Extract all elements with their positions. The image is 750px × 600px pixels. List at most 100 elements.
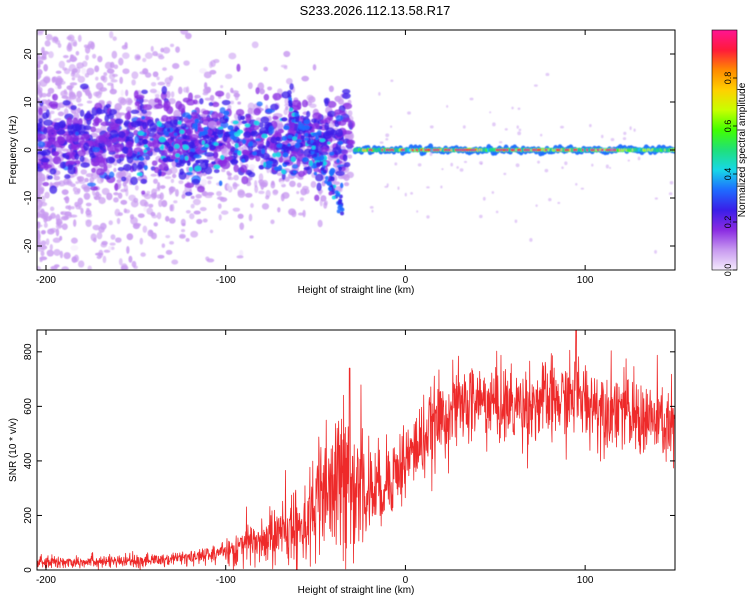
spectrogram-cell xyxy=(150,173,157,177)
spectrogram-cell xyxy=(336,158,340,164)
spectrogram-cell xyxy=(68,130,74,136)
spectrogram-cell xyxy=(317,219,323,228)
spectrogram-cell xyxy=(196,218,203,225)
spectrogram-cell xyxy=(199,98,204,105)
spectrogram-cell xyxy=(334,109,343,115)
spectrogram-cell xyxy=(312,132,319,137)
spectrogram-cell xyxy=(174,158,179,163)
spectrogram-cell xyxy=(90,171,99,180)
spectrogram-cell xyxy=(227,125,234,131)
spectrogram-cell xyxy=(213,142,219,146)
snr-x-ticks: -200 -100 0 100 xyxy=(36,330,594,586)
spectrogram-cell xyxy=(72,41,78,47)
spectrogram-cell xyxy=(304,132,309,137)
spectrogram-cell xyxy=(335,192,340,197)
spectrogram-cell xyxy=(517,131,522,136)
spectrogram-cell xyxy=(135,94,145,100)
spectrogram-cell xyxy=(591,163,594,167)
spectrogram-cell xyxy=(218,214,222,221)
spectrogram-cell xyxy=(77,197,84,206)
spectrogram-cell xyxy=(179,154,185,160)
spectrogram-cell xyxy=(289,127,296,135)
spectrogram-cell xyxy=(247,82,253,90)
spectrogram-cell xyxy=(272,92,282,101)
spectrogram-cell xyxy=(106,101,112,105)
spectrogram-y-tick-label: 0 xyxy=(23,147,34,153)
spectrogram-cell xyxy=(247,102,255,111)
spectrogram-cell xyxy=(302,108,307,112)
spectrogram-cell xyxy=(77,260,85,268)
spectrogram-cell xyxy=(283,161,290,165)
spectrogram-cell xyxy=(204,144,209,148)
spectrogram-cell xyxy=(557,201,561,205)
spectrogram-heatmap xyxy=(37,30,675,270)
spectrogram-cell xyxy=(134,100,141,107)
spectrogram-cell xyxy=(498,141,503,144)
spectrogram-cell xyxy=(220,85,224,89)
spectrogram-cell xyxy=(130,200,139,208)
spectrogram-cell xyxy=(78,124,87,133)
spectrogram-cell xyxy=(261,133,268,139)
spectrogram-cell xyxy=(337,205,342,210)
spectrogram-cell xyxy=(55,221,63,225)
spectrogram-cell xyxy=(107,82,114,86)
spectrogram-cell xyxy=(109,242,116,246)
spectrogram-cell xyxy=(322,169,327,174)
spectrogram-cell xyxy=(241,145,247,151)
spectrogram-cell xyxy=(187,92,193,102)
spectrogram-cell xyxy=(200,167,206,174)
spectrogram-cell xyxy=(152,71,159,78)
spectrogram-cell xyxy=(232,120,239,125)
spectrogram-x-tick-label: -200 xyxy=(36,275,56,286)
spectrogram-cell xyxy=(50,212,56,219)
spectrogram-cell xyxy=(151,214,158,219)
spectrogram-cell xyxy=(81,67,87,75)
spectrogram-cell xyxy=(441,168,444,171)
spectrogram-cell xyxy=(79,109,85,117)
spectrogram-cell xyxy=(225,73,233,80)
spectrogram-cell xyxy=(216,190,222,197)
spectrogram-cell xyxy=(268,125,275,135)
spectrogram-cell xyxy=(120,263,128,270)
spectrogram-cell xyxy=(95,154,104,163)
spectrogram-cell xyxy=(314,149,319,154)
spectrogram-cell xyxy=(245,169,253,176)
spectrogram-cell xyxy=(192,198,201,206)
spectrogram-cell xyxy=(156,212,162,220)
spectrogram-cell xyxy=(463,160,468,164)
spectrogram-cell xyxy=(334,95,342,103)
spectrogram-cell xyxy=(341,149,349,155)
spectrogram-cell xyxy=(99,87,108,92)
spectrogram-cell xyxy=(128,255,133,263)
spectrogram-cell xyxy=(158,136,166,143)
spectrogram-cell xyxy=(248,141,254,147)
spectrogram-cell xyxy=(347,133,352,141)
spectrogram-y-tick-label: 10 xyxy=(23,96,34,108)
spectrogram-cell xyxy=(43,222,48,228)
spectrogram-cell xyxy=(459,168,464,172)
spectrogram-cell xyxy=(150,193,156,198)
spectrogram-cell xyxy=(37,133,46,141)
spectrogram-cell xyxy=(609,166,612,169)
spectrogram-cell xyxy=(278,156,284,163)
spectrogram-cell xyxy=(162,157,169,163)
spectrogram-cell xyxy=(47,87,55,94)
spectrogram-cell xyxy=(241,120,248,125)
snr-series-line xyxy=(37,330,675,570)
spectrogram-cell xyxy=(429,152,433,156)
spectrogram-cell xyxy=(287,90,292,96)
spectrogram-cell xyxy=(166,128,171,133)
spectrogram-cell xyxy=(610,147,614,151)
spectrogram-cell xyxy=(128,194,136,201)
spectrogram-cell xyxy=(103,249,111,253)
spectrogram-cell xyxy=(66,36,73,40)
spectrogram-cell xyxy=(141,138,149,145)
spectrogram-cell xyxy=(89,152,96,159)
spectrogram-cell xyxy=(416,210,419,213)
spectrogram-cell xyxy=(67,178,72,186)
spectrogram-cell xyxy=(37,86,43,93)
spectrogram-cell xyxy=(379,141,384,144)
spectrogram-cell xyxy=(49,110,55,115)
spectrogram-cell xyxy=(71,76,76,81)
